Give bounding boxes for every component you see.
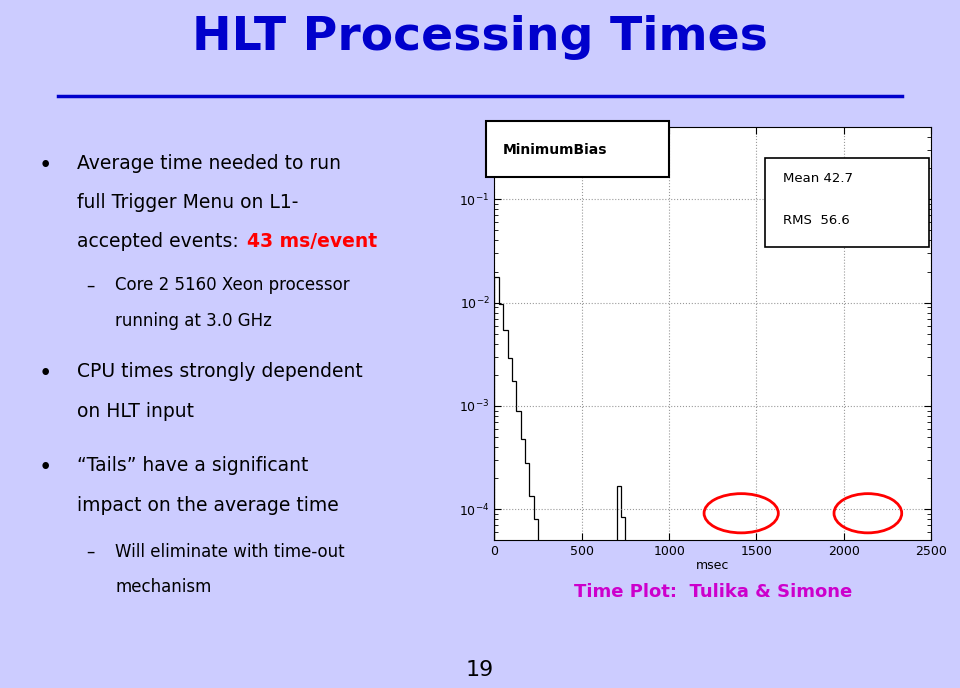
X-axis label: msec: msec — [696, 559, 730, 572]
Text: Average time needed to run: Average time needed to run — [77, 153, 341, 173]
Text: Mean 42.7: Mean 42.7 — [782, 173, 852, 185]
Text: CPU times strongly dependent: CPU times strongly dependent — [77, 363, 363, 381]
Text: –: – — [86, 543, 95, 561]
FancyBboxPatch shape — [765, 158, 929, 247]
Text: full Trigger Menu on L1-: full Trigger Menu on L1- — [77, 193, 299, 212]
Text: Will eliminate with time-out: Will eliminate with time-out — [115, 543, 345, 561]
Text: 43 ms/event: 43 ms/event — [248, 232, 377, 251]
Text: accepted events:: accepted events: — [77, 232, 245, 251]
Text: Core 2 5160 Xeon processor: Core 2 5160 Xeon processor — [115, 277, 349, 294]
Text: Time Plot:  Tulika & Simone: Time Plot: Tulika & Simone — [574, 583, 852, 601]
Text: running at 3.0 GHz: running at 3.0 GHz — [115, 312, 272, 330]
Text: –: – — [86, 277, 95, 294]
Text: RMS  56.6: RMS 56.6 — [782, 214, 850, 226]
Text: MinimumBias: MinimumBias — [503, 143, 608, 157]
Text: on HLT input: on HLT input — [77, 402, 194, 420]
FancyBboxPatch shape — [486, 121, 669, 177]
Text: mechanism: mechanism — [115, 578, 211, 596]
Text: “Tails” have a significant: “Tails” have a significant — [77, 456, 308, 475]
Text: •: • — [38, 363, 52, 385]
Text: impact on the average time: impact on the average time — [77, 495, 339, 515]
Text: •: • — [38, 153, 52, 177]
Text: 19: 19 — [466, 660, 494, 680]
Text: •: • — [38, 456, 52, 480]
Text: HLT Processing Times: HLT Processing Times — [192, 15, 768, 60]
